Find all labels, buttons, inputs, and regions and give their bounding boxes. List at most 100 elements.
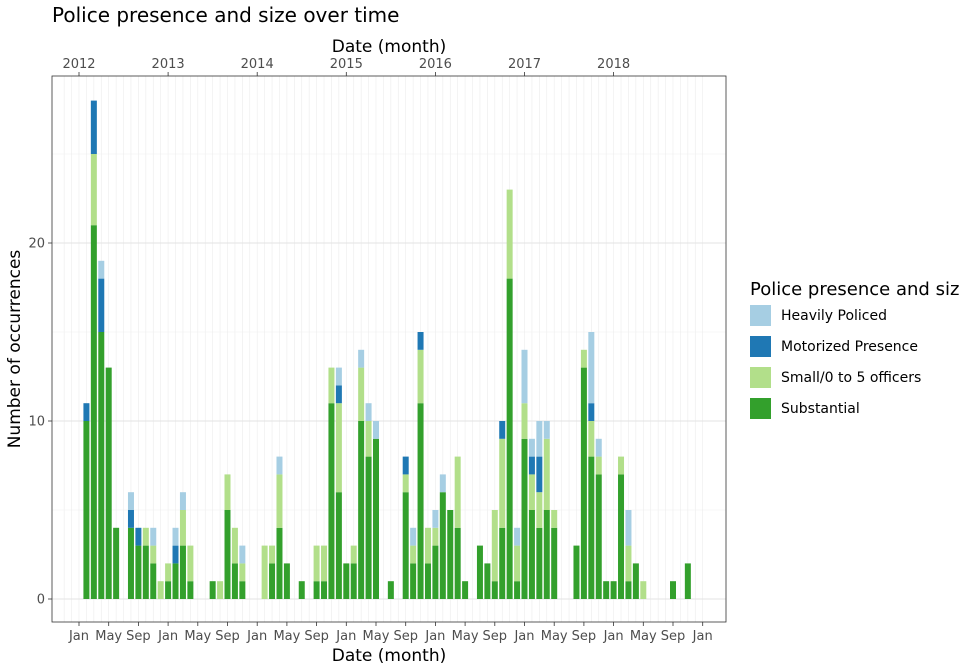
legend-swatch — [750, 336, 771, 357]
bar-substantial — [358, 421, 365, 599]
bar-substantial — [321, 581, 328, 599]
bar-substantial — [269, 563, 276, 599]
x-tick-label: Jan — [424, 629, 445, 644]
bar-heavily-policed — [358, 349, 365, 368]
bar-heavily-policed — [172, 527, 179, 546]
x-tick-label: Jan — [335, 629, 356, 644]
bar-motorized-presence — [172, 545, 179, 564]
bar-substantial — [127, 527, 134, 599]
y-axis: 0 10 20 — [28, 237, 52, 608]
bar-motorized-presence — [335, 385, 342, 404]
bar-substantial — [231, 563, 238, 599]
bar-small-officers — [454, 456, 461, 528]
bar-heavily-policed — [98, 260, 105, 279]
bar-heavily-policed — [239, 545, 246, 564]
bar-substantial — [580, 367, 587, 599]
bar-heavily-policed — [528, 438, 535, 457]
bar-small-officers — [328, 367, 335, 404]
bar-substantial — [588, 456, 595, 599]
bar-substantial — [373, 438, 379, 599]
legend-title: Police presence and size — [750, 279, 960, 300]
x-axis-title-top: Date (month) — [332, 37, 446, 57]
bar-substantial — [142, 545, 149, 599]
x-tick-label: Jan — [603, 629, 624, 644]
bar-substantial — [402, 492, 409, 599]
bar-substantial — [410, 563, 417, 599]
bar-small-officers — [261, 545, 268, 599]
bar-substantial — [536, 527, 543, 599]
x-tick-label: Sep — [126, 629, 151, 644]
bar-substantial — [610, 581, 617, 599]
bar-motorized-presence — [588, 403, 595, 421]
bar-motorized-presence — [499, 421, 506, 439]
bar-substantial — [514, 581, 521, 599]
x-tick-label: Sep — [661, 629, 686, 644]
bar-motorized-presence — [98, 278, 105, 332]
x-top-tick-label: 2016 — [419, 57, 452, 72]
bar-substantial — [424, 563, 431, 599]
bar-heavily-policed — [410, 527, 417, 546]
bar-small-officers — [536, 492, 543, 528]
bar-small-officers — [640, 581, 647, 599]
bar-substantial — [439, 492, 446, 599]
x-top-tick-label: 2018 — [597, 57, 630, 72]
bar-small-officers — [618, 456, 625, 475]
bar-motorized-presence — [536, 456, 543, 493]
x-tick-label: Sep — [572, 629, 597, 644]
bar-substantial — [387, 581, 394, 599]
bar-small-officers — [142, 527, 149, 546]
bar-substantial — [551, 527, 558, 599]
bar-heavily-policed — [365, 403, 372, 421]
y-tick-label: 0 — [37, 593, 45, 608]
bar-small-officers — [595, 456, 602, 475]
bar-small-officers — [491, 510, 498, 582]
bar-small-officers — [543, 438, 550, 510]
bar-substantial — [618, 474, 625, 599]
x-tick-label: Jan — [246, 629, 267, 644]
bar-heavily-policed — [521, 349, 528, 404]
x-top-tick-label: 2013 — [152, 57, 185, 72]
bar-small-officers — [90, 154, 97, 226]
bar-heavily-policed — [373, 421, 379, 439]
x-tick-label: Sep — [304, 629, 329, 644]
bar-substantial — [135, 545, 142, 599]
x-tick-label: May — [452, 629, 479, 644]
bar-substantial — [484, 563, 491, 599]
x-tick-label: May — [184, 629, 211, 644]
bar-small-officers — [165, 563, 172, 582]
y-tick-label: 10 — [28, 415, 45, 430]
x-tick-label: May — [273, 629, 300, 644]
bar-substantial — [179, 545, 186, 599]
legend-label: Substantial — [781, 401, 860, 417]
bar-small-officers — [350, 545, 357, 564]
bar-substantial — [187, 581, 194, 599]
bar-substantial — [447, 510, 454, 599]
bar-small-officers — [402, 474, 409, 493]
legend-swatch — [750, 305, 771, 326]
x-axis-top: 2012 2013 2014 2015 2016 2017 2018 — [62, 57, 630, 76]
bar-substantial — [328, 403, 335, 599]
bar-substantial — [632, 563, 639, 599]
bar-small-officers — [187, 545, 194, 582]
bar-small-officers — [410, 545, 417, 564]
x-top-tick-label: 2014 — [241, 57, 274, 72]
bar-small-officers — [358, 367, 365, 421]
bar-small-officers — [588, 421, 595, 457]
bar-motorized-presence — [135, 527, 142, 546]
bar-series — [83, 100, 691, 599]
bar-small-officers — [499, 438, 506, 528]
bar-heavily-policed — [127, 492, 134, 510]
bar-substantial — [276, 527, 283, 599]
legend-label: Small/0 to 5 officers — [781, 370, 921, 386]
bar-heavily-policed — [439, 474, 446, 493]
bar-small-officers — [276, 474, 283, 528]
bar-substantial — [113, 527, 120, 599]
bar-substantial — [521, 438, 528, 599]
bar-substantial — [417, 403, 424, 599]
bar-substantial — [595, 474, 602, 599]
bar-small-officers — [179, 510, 186, 546]
bar-substantial — [499, 527, 506, 599]
x-tick-label: Sep — [483, 629, 508, 644]
bar-heavily-policed — [625, 510, 632, 546]
bar-substantial — [462, 581, 469, 599]
